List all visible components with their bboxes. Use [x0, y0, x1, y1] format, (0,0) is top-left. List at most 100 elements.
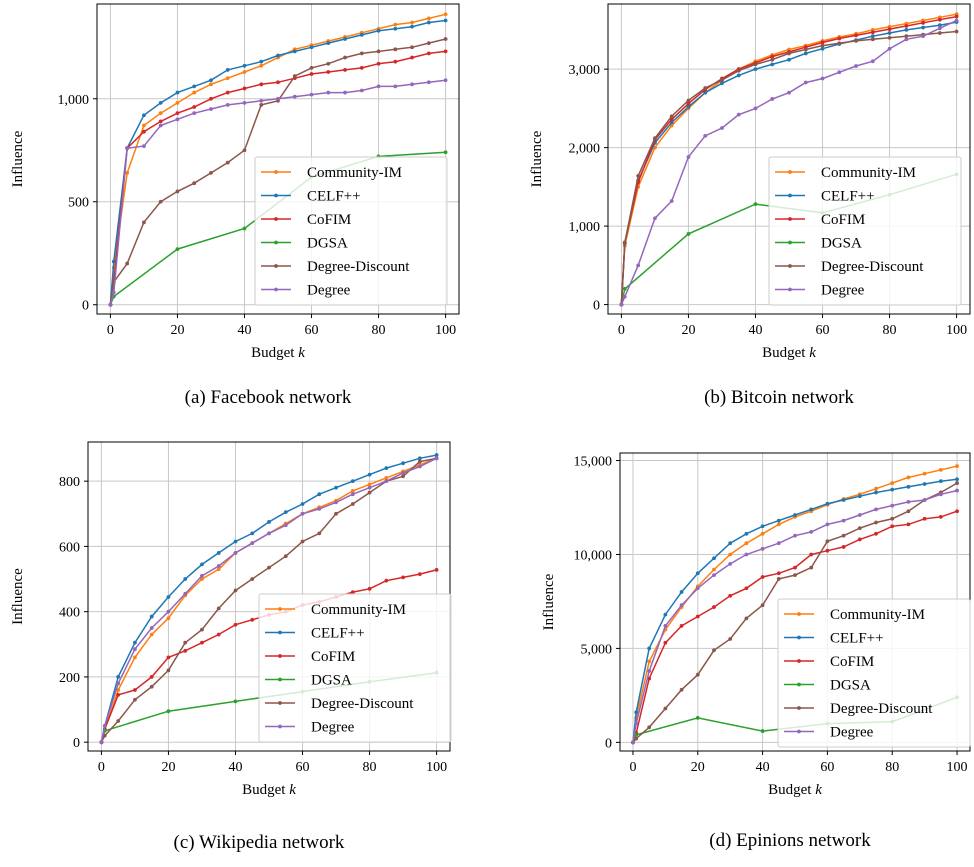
- data-point: [820, 43, 825, 48]
- data-point: [955, 477, 959, 482]
- data-point: [367, 472, 372, 477]
- data-point: [809, 507, 814, 512]
- legend-label: CELF++: [311, 626, 365, 642]
- data-point: [317, 506, 322, 511]
- data-point: [350, 502, 355, 506]
- data-point: [233, 539, 238, 544]
- data-point: [874, 490, 878, 495]
- data-point: [326, 61, 331, 66]
- x-axis-label: Budget k: [768, 782, 822, 798]
- data-point: [955, 481, 959, 485]
- data-point: [401, 575, 405, 580]
- data-point: [242, 100, 247, 105]
- data-point: [393, 84, 398, 89]
- data-point: [242, 70, 247, 74]
- data-point: [636, 263, 641, 268]
- data-point: [250, 531, 255, 536]
- data-point: [350, 489, 355, 493]
- data-point: [712, 605, 716, 609]
- legend-label: DGSA: [307, 236, 348, 252]
- x-tick-label: 60: [820, 760, 834, 775]
- data-point: [359, 65, 364, 70]
- data-point: [384, 479, 389, 484]
- data-point: [443, 18, 448, 23]
- data-point: [233, 699, 238, 704]
- data-point: [679, 623, 684, 628]
- data-point: [292, 94, 297, 99]
- data-point: [300, 502, 305, 506]
- panel-caption: (b) Bitcoin network: [704, 387, 854, 408]
- data-point: [350, 479, 355, 484]
- data-point: [417, 459, 422, 464]
- x-tick-label: 20: [681, 323, 695, 338]
- plot-frame: [607, 3, 971, 315]
- data-point: [384, 578, 389, 583]
- data-point: [99, 740, 104, 745]
- data-point: [841, 533, 846, 538]
- data-point: [242, 63, 247, 68]
- data-point: [906, 522, 911, 527]
- legend: Community-IM CELF++ CoFIM DGSA Degree-Discou…: [258, 593, 452, 743]
- x-tick-label: 40: [756, 760, 770, 775]
- data-point: [192, 105, 197, 109]
- data-point: [857, 526, 862, 531]
- data-point: [955, 464, 959, 469]
- data-point: [921, 20, 925, 25]
- data-point: [267, 565, 271, 570]
- data-point: [166, 668, 171, 673]
- data-point: [776, 541, 781, 546]
- data-point: [647, 669, 652, 673]
- data-point: [283, 523, 288, 528]
- data-point: [276, 53, 280, 58]
- legend-label: Degree: [307, 283, 351, 299]
- x-tick-label: 80: [372, 323, 386, 338]
- data-point: [125, 146, 130, 151]
- data-point: [679, 603, 684, 608]
- data-point: [922, 482, 927, 486]
- data-point: [292, 74, 297, 78]
- data-point: [736, 112, 741, 117]
- data-point: [443, 37, 448, 41]
- data-point: [142, 123, 146, 128]
- data-point: [192, 90, 197, 95]
- x-tick-label: 0: [98, 760, 105, 775]
- data-point: [695, 571, 700, 576]
- data-point: [200, 577, 204, 581]
- data-point: [343, 68, 347, 72]
- data-point: [760, 575, 765, 579]
- data-point: [854, 38, 858, 43]
- data-point: [736, 68, 741, 73]
- data-point: [334, 511, 338, 516]
- data-point: [820, 76, 825, 81]
- chart-panel-3: 0 20 40 60 80 100 0 200 400 600 800 Budget k Influen…: [10, 441, 452, 853]
- data-point: [443, 150, 448, 155]
- y-tick-label: 1,000: [569, 220, 601, 235]
- legend-label: Community-IM: [311, 602, 406, 618]
- data-point: [686, 98, 691, 103]
- data-point: [233, 622, 238, 627]
- data-point: [728, 552, 733, 557]
- legend-marker: [274, 240, 278, 245]
- data-point: [225, 76, 230, 81]
- data-point: [225, 160, 230, 165]
- y-tick-label: 3,000: [569, 63, 601, 78]
- data-point: [825, 548, 830, 553]
- data-point: [703, 133, 708, 138]
- data-point: [636, 173, 641, 178]
- data-point: [712, 556, 716, 561]
- data-point: [192, 111, 197, 116]
- data-point: [937, 23, 942, 28]
- data-point: [259, 82, 264, 87]
- data-point: [922, 516, 927, 521]
- data-point: [854, 64, 858, 68]
- legend-marker: [278, 654, 282, 658]
- legend-marker: [274, 287, 278, 292]
- data-point: [634, 732, 639, 737]
- data-point: [803, 47, 808, 52]
- data-point: [787, 57, 791, 62]
- data-point: [343, 37, 347, 41]
- data-point: [367, 490, 372, 495]
- data-point: [753, 67, 758, 72]
- data-point: [874, 520, 878, 525]
